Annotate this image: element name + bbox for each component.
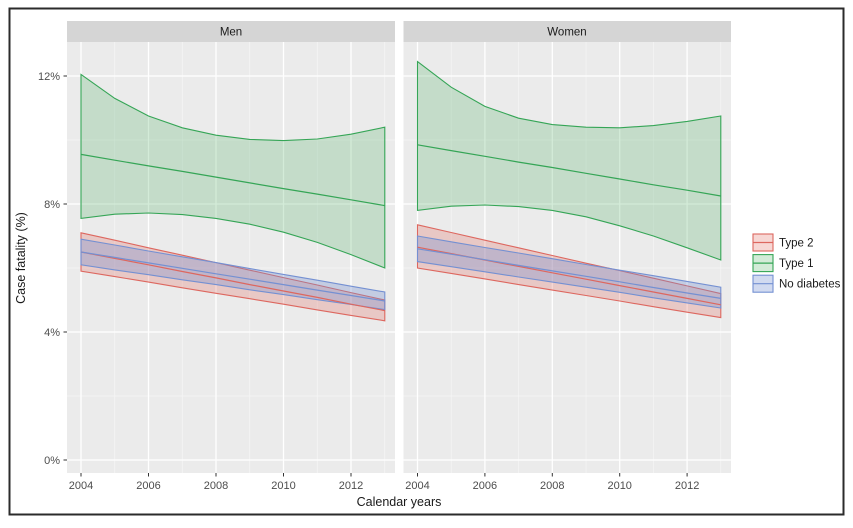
mean-line-type1 xyxy=(80,153,385,207)
facet-strip-label-women: Women xyxy=(547,27,586,39)
mean-line-nodiab xyxy=(80,251,385,302)
facet-strip-label-men: Men xyxy=(220,27,242,39)
mean-line-nodiab xyxy=(417,248,721,299)
panel-background xyxy=(403,42,731,473)
x-tick-label: 2008 xyxy=(540,480,564,492)
facet-strip xyxy=(403,21,731,42)
mean-line-type2 xyxy=(80,251,385,312)
chart-generated-layer: 2004 2006 2008 2010 2012 2004 2006 2008 2010 2012… xyxy=(38,21,731,492)
x-tick-label: 2010 xyxy=(607,480,631,492)
x-tick-label: 2006 xyxy=(136,480,160,492)
legend-label-nodiab: No diabetes xyxy=(779,279,841,291)
mean-line-type1 xyxy=(417,144,721,197)
ci-ribbon-type1 xyxy=(80,73,386,269)
y-tick-label: 8% xyxy=(44,199,60,211)
y-tick-label: 0% xyxy=(44,455,60,467)
x-tick-label: 2010 xyxy=(271,480,295,492)
x-axis-title: Calendar years xyxy=(357,495,442,509)
legend-label-type1: Type 1 xyxy=(779,258,814,270)
x-tick-label: 2004 xyxy=(69,480,93,492)
x-tick-label: 2004 xyxy=(405,480,429,492)
ci-ribbon-type1 xyxy=(416,60,722,261)
y-tick-label: 4% xyxy=(44,327,60,339)
figure-frame xyxy=(8,7,845,516)
y-axis-title: Case fatality (%) xyxy=(14,212,28,304)
y-tick-label: 12% xyxy=(38,71,60,83)
panel-background xyxy=(67,42,395,473)
ci-ribbon-type2 xyxy=(416,224,722,319)
x-tick-label: 2006 xyxy=(473,480,497,492)
facet-strip xyxy=(67,21,395,42)
ci-ribbon-nodiab xyxy=(80,238,386,311)
x-tick-label: 2008 xyxy=(204,480,228,492)
x-tick-label: 2012 xyxy=(675,480,699,492)
legend-label-type2: Type 2 xyxy=(779,238,814,250)
legend: Type 2 Type 1 No diabetes xyxy=(752,233,841,293)
x-tick-label: 2012 xyxy=(339,480,363,492)
